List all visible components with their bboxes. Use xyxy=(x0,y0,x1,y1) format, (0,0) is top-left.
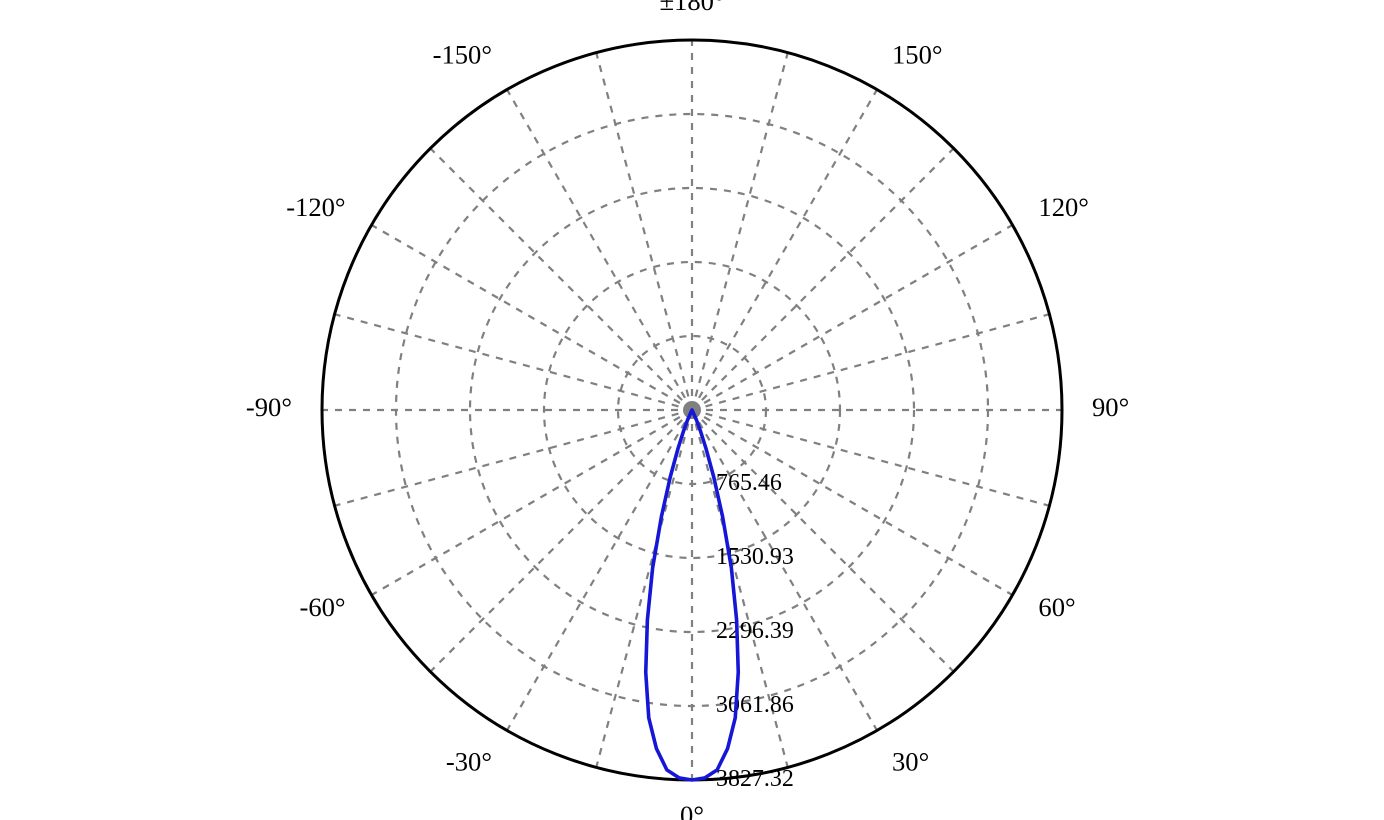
angle-label: 90° xyxy=(1092,392,1129,422)
polar-chart: 765.461530.932296.393061.863827.320°30°6… xyxy=(0,0,1384,820)
angle-label: -30° xyxy=(446,746,492,776)
radial-tick-label: 3827.32 xyxy=(716,766,794,792)
angle-label: -60° xyxy=(299,592,345,622)
angle-label: -90° xyxy=(246,392,292,422)
radial-tick-label: 3061.86 xyxy=(716,692,794,718)
angle-label: 0° xyxy=(680,800,704,820)
angle-label: 30° xyxy=(892,746,929,776)
radial-tick-label: 765.46 xyxy=(716,470,782,496)
angle-label: ±180° xyxy=(659,0,724,16)
angle-label: -150° xyxy=(433,40,492,70)
angle-label: 150° xyxy=(892,40,943,70)
angle-label: 120° xyxy=(1038,192,1089,222)
angle-label: -120° xyxy=(286,192,345,222)
radial-tick-label: 2296.39 xyxy=(716,618,794,644)
angle-label: 60° xyxy=(1038,592,1075,622)
